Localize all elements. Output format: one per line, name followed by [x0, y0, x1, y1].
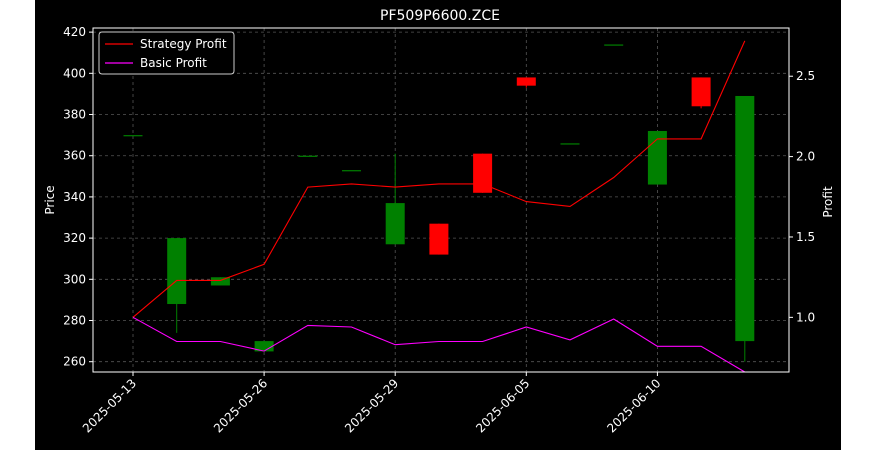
chart-title: PF509P6600.ZCE: [380, 8, 500, 24]
price-tick-label: 340: [63, 190, 86, 204]
candle-body: [123, 135, 143, 137]
strategy-profit-line: [132, 40, 746, 318]
price-tick-label: 300: [63, 272, 86, 286]
chart-svg: PF509P6600.ZCE 260 280 300 320 340 360 380 400 4…: [43, 8, 835, 435]
price-tick-label: 360: [63, 149, 86, 163]
basic-profit-line: [132, 316, 746, 373]
price-tick-label: 260: [63, 355, 86, 369]
candle-body: [429, 223, 449, 255]
candle-body: [342, 170, 361, 172]
profit-lines: [132, 40, 746, 373]
date-tick-label: 2025-06-05: [473, 376, 532, 435]
candle-body: [516, 77, 536, 86]
candles: [123, 44, 755, 362]
candle-body: [298, 155, 318, 157]
profit-tick-label: 1.0: [796, 310, 815, 324]
profit-tick-label: 2.5: [796, 69, 815, 83]
candle-body: [735, 95, 755, 342]
candle-body: [473, 153, 493, 193]
candle-body: [560, 143, 580, 145]
candle-body: [691, 77, 711, 107]
price-axis-label: Price: [43, 185, 57, 214]
price-tick-label: 380: [63, 108, 86, 122]
price-tick-label: 320: [63, 231, 86, 245]
price-tick-label: 420: [63, 25, 86, 39]
candle-body: [604, 44, 624, 46]
plot-frame: [92, 27, 790, 373]
legend: Strategy Profit Basic Profit: [98, 31, 235, 75]
date-tick-label: 2025-05-29: [342, 376, 401, 435]
date-tick-label: 2025-05-26: [211, 376, 270, 435]
date-tick-label: 2025-06-10: [604, 376, 663, 435]
legend-basic-label: Basic Profit: [140, 56, 207, 70]
legend-strategy-label: Strategy Profit: [140, 37, 227, 51]
date-tick-label: 2025-05-13: [80, 376, 139, 435]
candle-body: [385, 203, 405, 245]
profit-axis: 1.0 1.5 2.0 2.5: [789, 69, 815, 324]
candle-body: [647, 130, 667, 185]
grid-lines: [93, 28, 789, 372]
profit-tick-label: 2.0: [796, 150, 815, 164]
profit-axis-label: Profit: [821, 186, 835, 218]
price-tick-label: 400: [63, 66, 86, 80]
candle-body: [254, 341, 274, 352]
price-axis: 260 280 300 320 340 360 380 400 420: [63, 25, 93, 369]
candle-body: [167, 238, 187, 305]
price-tick-label: 280: [63, 314, 86, 328]
date-axis: 2025-05-13 2025-05-26 2025-05-29 2025-06-05…: [80, 372, 664, 435]
chart-figure: PF509P6600.ZCE 260 280 300 320 340 360 380 400 4…: [35, 0, 841, 450]
candle-body: [210, 277, 230, 286]
profit-tick-label: 1.5: [796, 230, 815, 244]
